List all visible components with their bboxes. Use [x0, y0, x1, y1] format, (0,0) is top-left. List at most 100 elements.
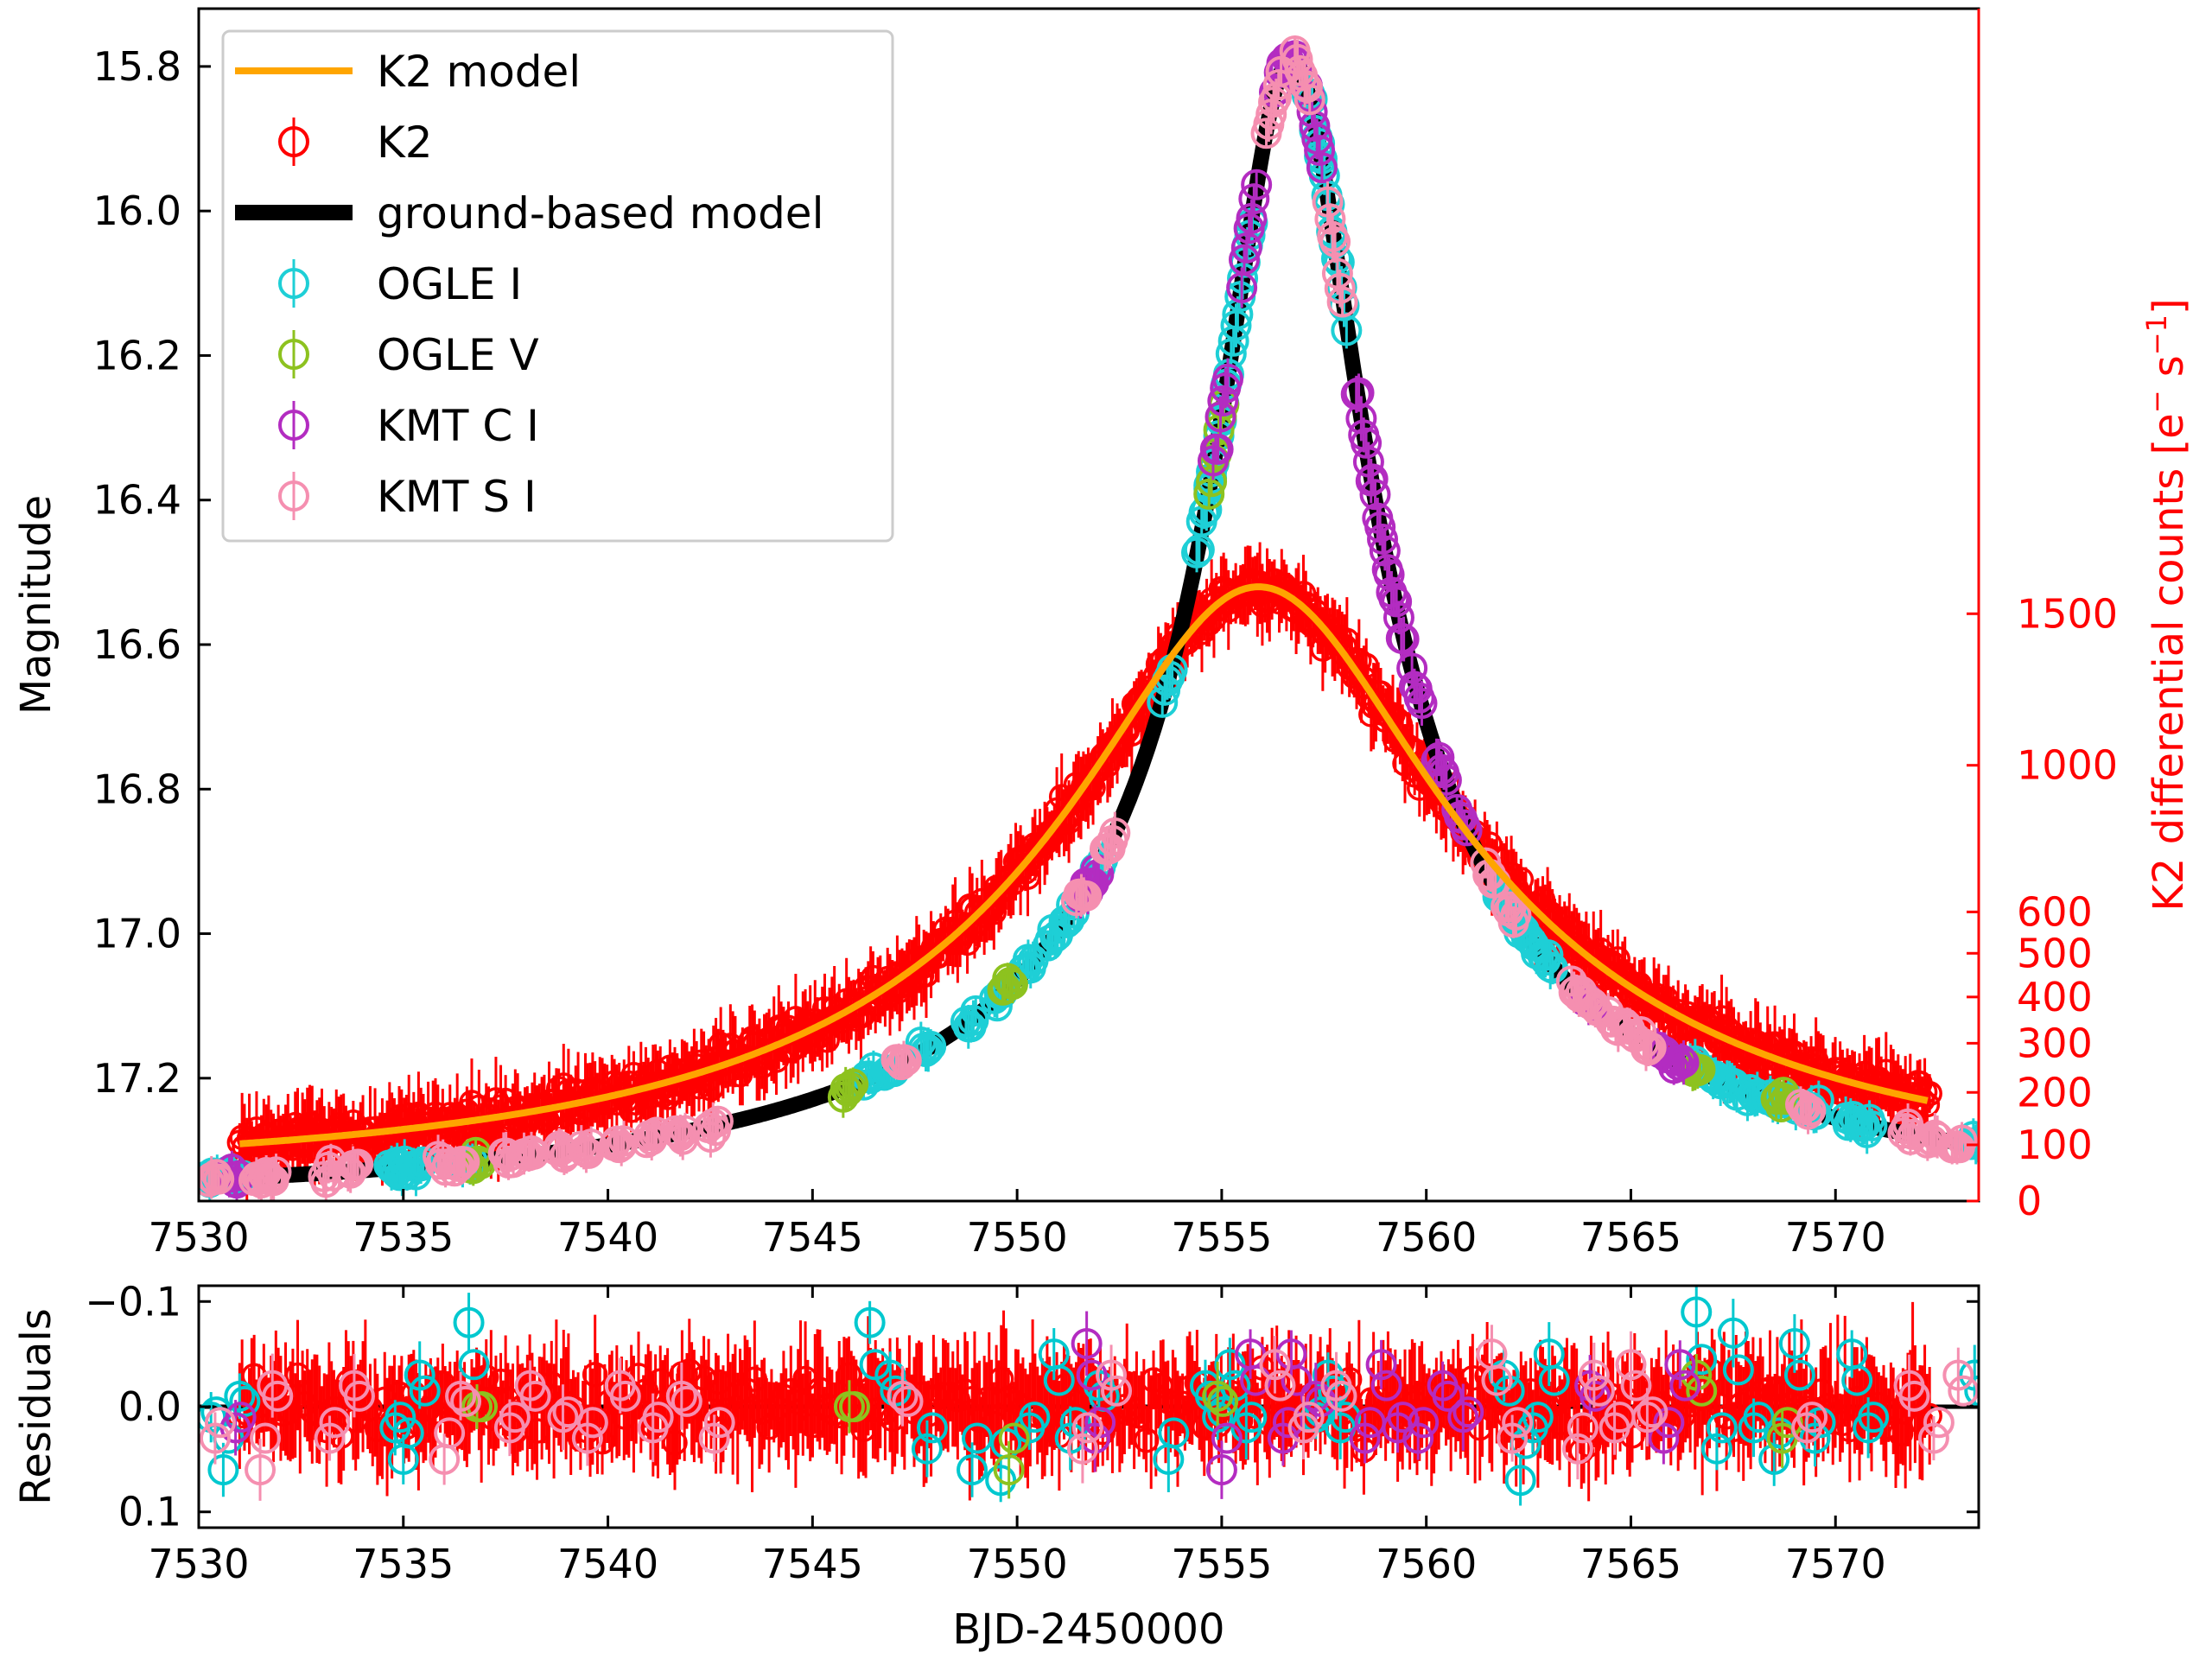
ogle-i-residual-point: [1681, 1296, 1713, 1328]
ogle-v-point: [835, 1071, 867, 1103]
series-k2-residuals: [226, 1301, 1942, 1502]
kmt-s-i-point: [1314, 203, 1346, 235]
kmt-s-i-point: [702, 1105, 734, 1137]
kmt-s-i-residual-point: [1096, 1359, 1128, 1391]
kmt-c-i-point: [1351, 427, 1382, 459]
kmt-s-i-residual-point: [434, 1417, 466, 1449]
k2-point: [1914, 1091, 1941, 1118]
kmt-s-i-residual-point: [519, 1380, 551, 1412]
main-x-tick-label: 7565: [1580, 1214, 1681, 1261]
kmt-s-i-residual-point: [1796, 1402, 1828, 1433]
kmt-s-i-residual-point: [1502, 1407, 1534, 1439]
main-y-tick-label: 17.0: [93, 911, 181, 957]
kmt-s-i-residual-point: [343, 1380, 375, 1412]
kmt-s-i-residual-point: [1923, 1407, 1955, 1439]
ogle-i-residual-point: [458, 1349, 490, 1381]
kmt-s-i-residual-point: [1071, 1412, 1103, 1444]
residuals-x-tick-label: 7555: [1171, 1541, 1272, 1587]
k2-residual-point: [662, 1429, 688, 1456]
kmt-s-i-point: [1625, 1016, 1657, 1048]
ogle-v-point: [996, 969, 1028, 1001]
kmt-s-i-point: [664, 1120, 696, 1152]
ogle-i-residual-point: [1959, 1359, 1979, 1391]
kmt-c-i-point: [1668, 1046, 1700, 1078]
kmt-s-i-residual-point: [671, 1385, 702, 1417]
kmt-s-i-residual-point: [1578, 1359, 1610, 1391]
ogle-i-residual-point: [1783, 1359, 1815, 1391]
ogle-i-point: [1532, 938, 1564, 970]
kmt-c-i-residual-point: [1402, 1422, 1434, 1454]
kmt-s-i-point: [1946, 1124, 1978, 1156]
kmt-s-i-residual-point: [445, 1380, 477, 1412]
residuals-x-tick-label: 7560: [1376, 1541, 1477, 1587]
kmt-s-i-residual-point: [1637, 1396, 1669, 1428]
kmt-s-i-residual-point: [576, 1407, 608, 1439]
legend-swatch-ogle-i: [278, 268, 309, 299]
kmt-s-i-residual-point: [1567, 1412, 1599, 1444]
ogle-i-residual-point: [385, 1402, 416, 1433]
k2-model-line: [238, 583, 1929, 1147]
kmt-c-i-point: [1207, 385, 1239, 417]
ogle-i-residual-point: [1504, 1465, 1536, 1497]
ogle-i-residual-point: [854, 1306, 886, 1338]
k2-residual-point: [582, 1362, 608, 1388]
kmt-s-i-point: [1635, 1032, 1667, 1064]
k2-residual-point: [1916, 1402, 1942, 1429]
main-x-tick-label: 7535: [353, 1214, 454, 1261]
ogle-i-residual-point: [1964, 1375, 1979, 1407]
kmt-s-i-point: [1795, 1095, 1827, 1127]
kmt-s-i-point: [1294, 84, 1325, 116]
k2-residual-point: [1133, 1427, 1160, 1453]
k2-residual-point: [944, 1387, 971, 1413]
ogle-v-point: [1760, 1083, 1792, 1115]
kmt-s-i-point: [1324, 272, 1356, 304]
kmt-s-i-residual-point: [250, 1422, 282, 1454]
legend-swatch-ogle-v: [278, 339, 309, 370]
kmt-c-i-point: [1367, 523, 1399, 555]
main-x-tick-label: 7545: [762, 1214, 863, 1261]
legend-swatch-kmt-s-i: [278, 480, 309, 512]
kmt-s-i-point: [1071, 880, 1103, 912]
kmt-s-i-residual-point: [1264, 1370, 1296, 1402]
ogle-i-residual-point: [1778, 1327, 1810, 1359]
kmt-c-i-point: [1304, 135, 1336, 167]
residuals-x-tick-label: 7535: [353, 1541, 454, 1587]
kmt-s-i-point: [1319, 226, 1351, 257]
ogle-i-residual-point: [1706, 1412, 1738, 1444]
kmt-c-i-point: [1451, 815, 1483, 847]
legend-label-k2-model: K2 model: [377, 47, 581, 97]
right-y-axis-label: K2 differential counts [e− s−1]: [2140, 298, 2193, 911]
kmt-s-i-point: [659, 1115, 691, 1147]
main-x-tick-label: 7530: [148, 1214, 249, 1261]
ogle-v-point: [837, 1068, 869, 1100]
ogle-v-residual-point: [993, 1454, 1025, 1486]
kmt-s-i-point: [1792, 1098, 1824, 1130]
kmt-s-i-point: [448, 1146, 480, 1178]
kmt-c-i-point: [1205, 401, 1236, 433]
kmt-s-i-point: [1500, 899, 1532, 931]
main-y-axis-label: Magnitude: [12, 495, 60, 715]
kmt-s-i-residual-point: [1631, 1402, 1663, 1433]
kmt-c-i-residual-point: [1211, 1422, 1243, 1454]
kmt-c-i-residual-point: [1240, 1364, 1272, 1396]
kmt-c-i-point: [1212, 363, 1244, 395]
ogle-i-residual-point: [1043, 1364, 1075, 1396]
kmt-s-i-point: [890, 1045, 922, 1077]
right-y-axis-label-mid: s: [2145, 355, 2193, 390]
kmt-s-i-residual-point: [319, 1407, 351, 1439]
kmt-s-i-residual-point: [665, 1380, 697, 1412]
main-y-tick-label: 16.6: [93, 621, 181, 668]
kmt-c-i-point: [1345, 403, 1377, 435]
right-y-tick-label: 1000: [2017, 742, 2118, 789]
right-y-axis-label-sup: −: [2140, 390, 2173, 413]
ogle-i-point: [1220, 309, 1252, 341]
kmt-s-i-residual-point: [1259, 1349, 1291, 1381]
ogle-i-residual-point: [404, 1359, 435, 1391]
residuals-x-tick-label: 7570: [1785, 1541, 1886, 1587]
kmt-s-i-residual-point: [245, 1454, 276, 1486]
ogle-i-residual-point: [859, 1349, 891, 1381]
right-y-axis-label-end: ]: [2145, 298, 2193, 315]
kmt-s-i-residual-point: [1620, 1370, 1652, 1402]
kmt-s-i-point: [1495, 891, 1527, 923]
